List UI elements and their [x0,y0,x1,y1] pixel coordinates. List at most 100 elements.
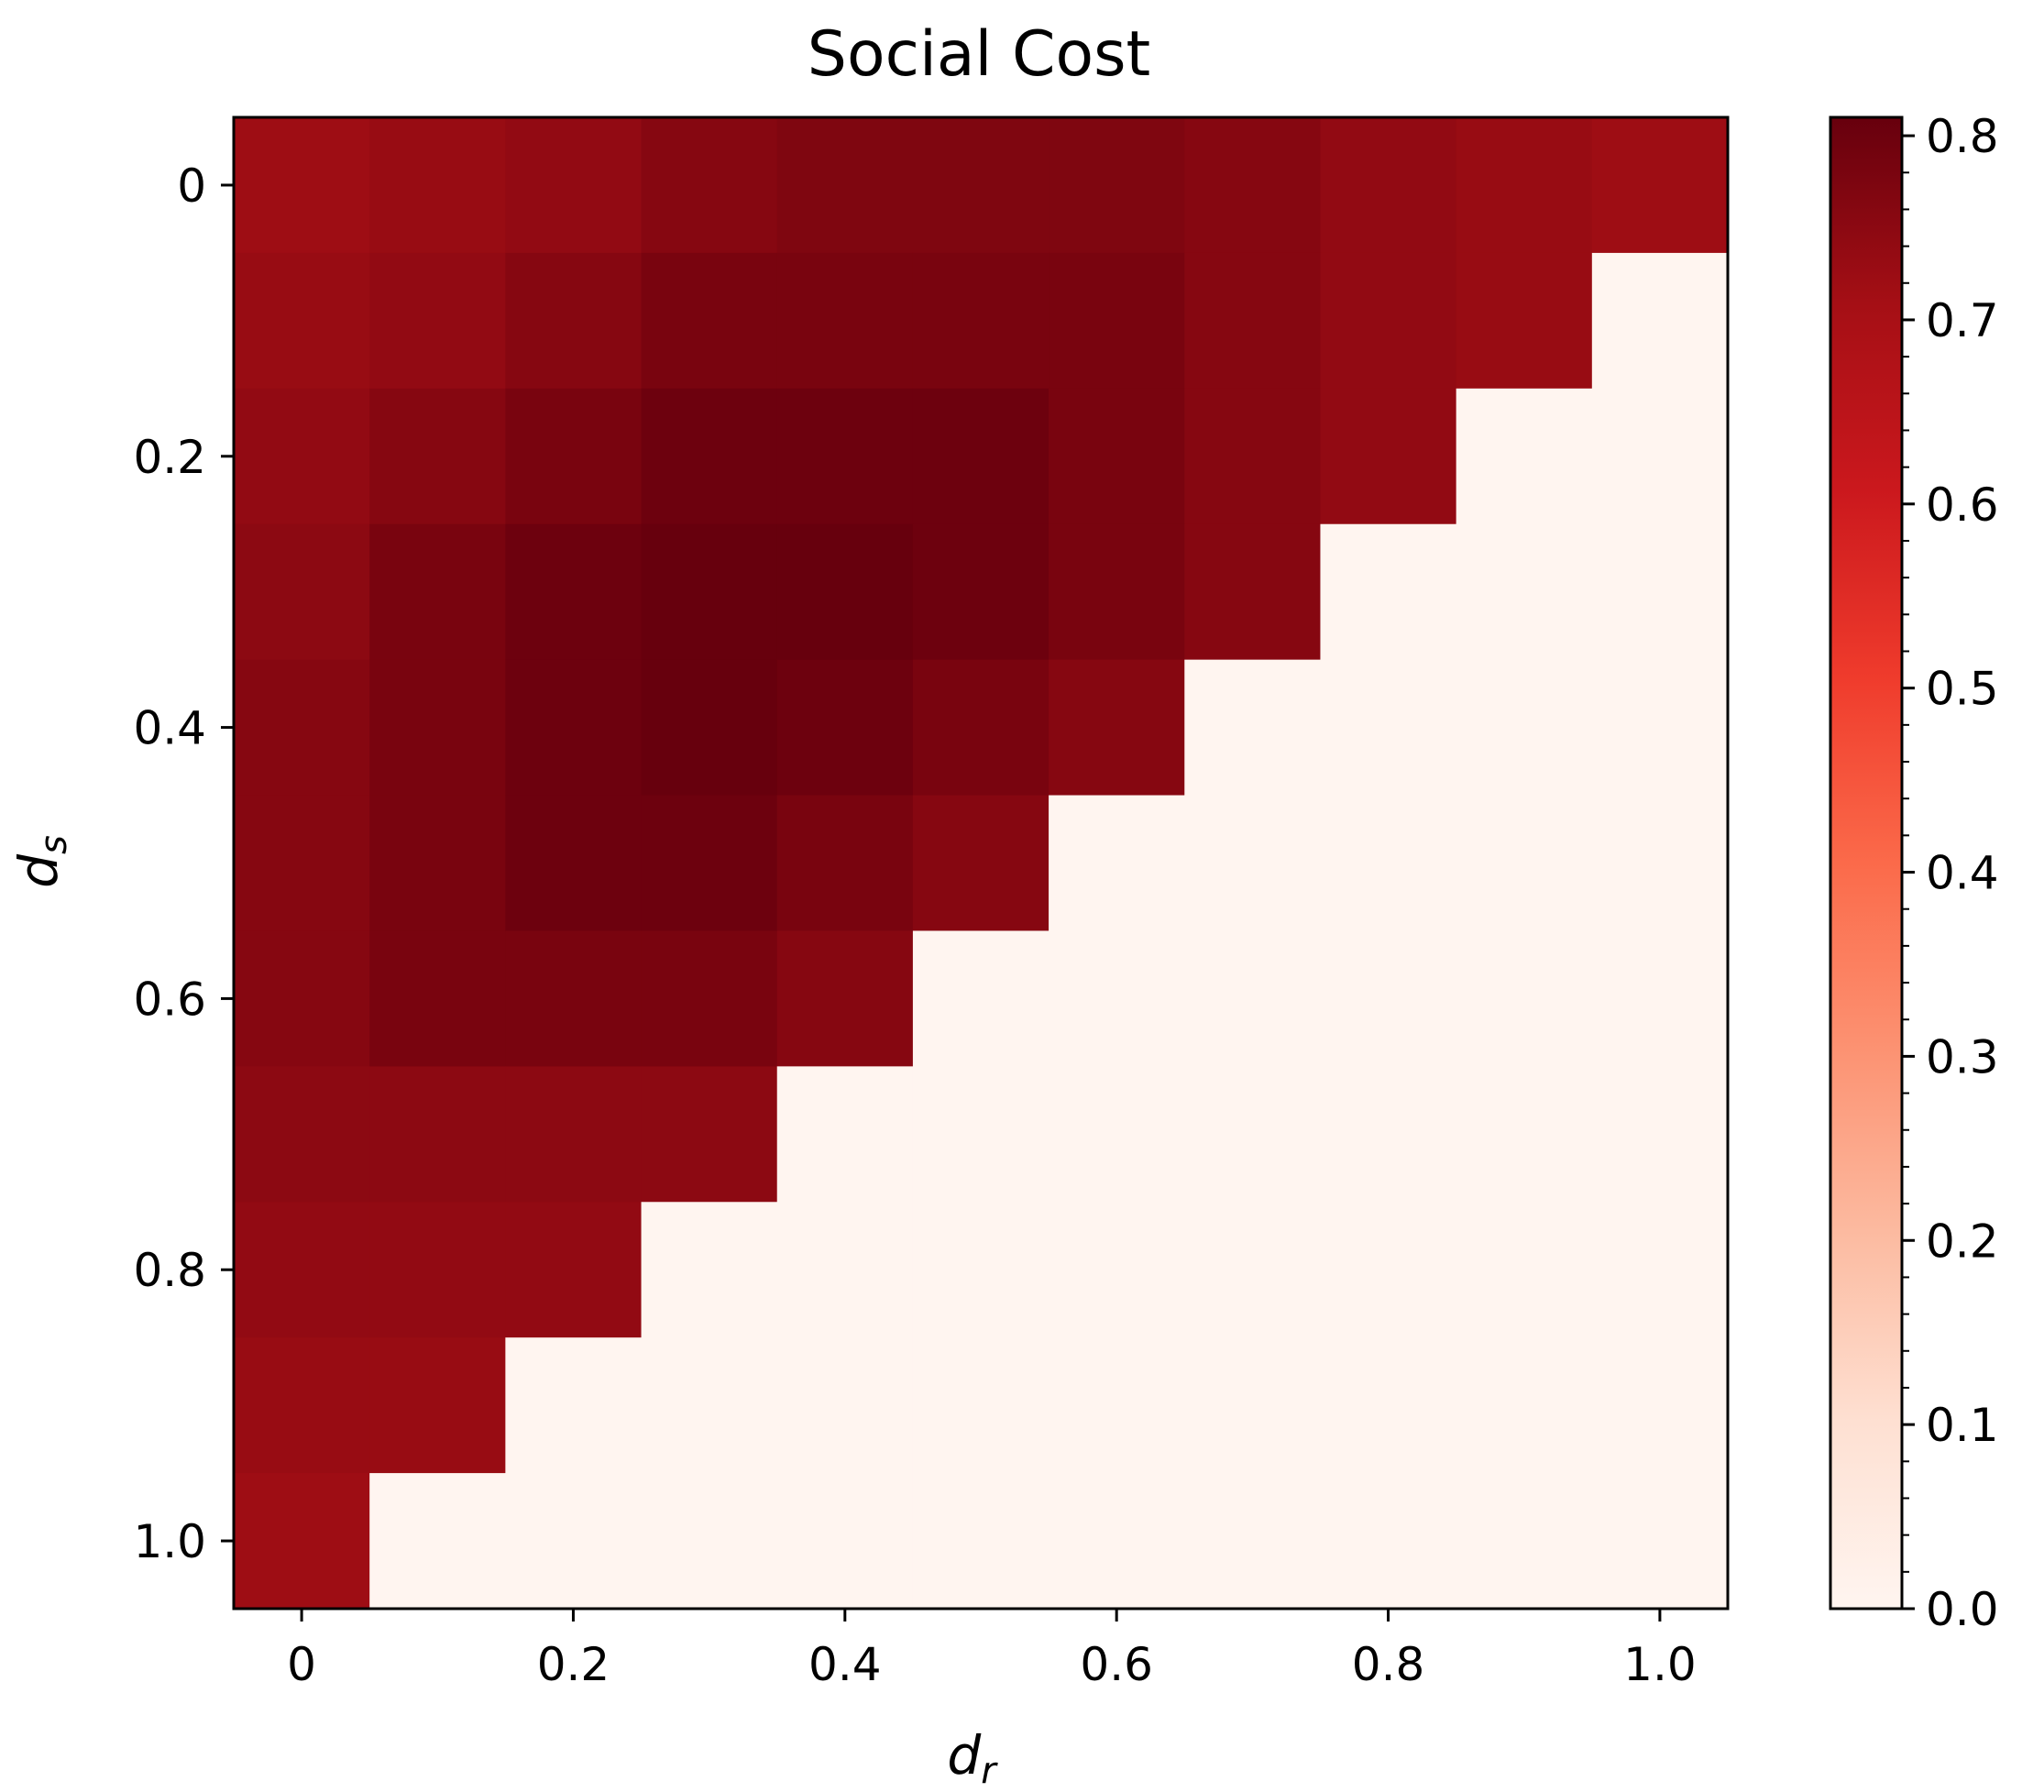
heatmap-cell [1456,1337,1593,1474]
heatmap-cell [505,1337,643,1474]
colorbar-tick-label: 0.6 [1926,478,1999,532]
heatmap-cell [912,1473,1049,1610]
heatmap-cell [1591,659,1729,797]
y-tick-label: 0 [177,159,206,213]
heatmap-cell [641,523,778,661]
heatmap-cell [1320,1066,1457,1203]
y-tick-label: 0.8 [133,1244,206,1297]
heatmap-cell [1456,930,1593,1067]
heatmap-cell [369,523,506,661]
heatmap-cell [505,930,643,1067]
x-axis: 0 0.2 0.4 0.6 0.8 1.0 [287,1609,1697,1691]
heatmap-cell [1591,1066,1729,1203]
heatmap-cell [912,523,1049,661]
heatmap-cell [776,252,914,390]
heatmap-cell [505,388,643,525]
heatmap-cell [1591,523,1729,661]
heatmap-cell [776,1337,914,1474]
heatmap-cell [912,1337,1049,1474]
colorbar-tick-label: 0.1 [1926,1399,1999,1452]
heatmap-cell [505,252,643,390]
heatmap-cell [234,659,370,797]
heatmap-cell [505,523,643,661]
heatmap-cell [1456,523,1593,661]
heatmap-cell [641,1066,778,1203]
heatmap-cell [1591,1202,1729,1338]
x-tick-label: 0.8 [1352,1638,1425,1691]
heatmap-cell [1456,388,1593,525]
heatmap-cell [1049,659,1185,797]
heatmap-cell [1320,1337,1457,1474]
heatmap-cell [1184,523,1322,661]
heatmap-cell [641,1473,778,1610]
heatmap-cell [912,252,1049,390]
heatmap-cell [912,1066,1049,1203]
heatmap-cell [1320,388,1457,525]
heatmap-cell [912,659,1049,797]
heatmap-cell [776,930,914,1067]
heatmap-cell [776,1473,914,1610]
heatmap-cell [369,252,506,390]
heatmap-cell [1456,1066,1593,1203]
heatmap-cell [1049,1202,1185,1338]
heatmap-cell [234,388,370,525]
heatmap-cell [1591,930,1729,1067]
heatmap-cell [234,252,370,390]
heatmap-cell [1591,1473,1729,1610]
heatmap-cell [1184,252,1322,390]
heatmap-cell [234,930,370,1067]
colorbar-tick-label: 0.2 [1926,1215,1999,1268]
y-axis-label-sub: s [33,835,75,854]
colorbar [1829,115,1904,1611]
y-tick-label: 0.2 [133,431,206,484]
heatmap-cell [912,388,1049,525]
heatmap-cell [1320,523,1457,661]
heatmap-cell [234,1066,370,1203]
x-axis-label: dr [947,1724,998,1792]
heatmap-cell [641,795,778,932]
heatmap-cell [369,1337,506,1474]
colorbar-tick-label: 0.8 [1926,110,1999,163]
heatmap-cell [1456,1473,1593,1610]
heatmap-cell [369,388,506,525]
heatmap-cell [1591,388,1729,525]
x-tick-label: 1.0 [1623,1638,1697,1691]
colorbar-tick-label: 0.0 [1926,1583,1999,1636]
heatmap-cell [1049,117,1185,254]
y-tick-label: 0.6 [133,973,206,1026]
heatmap-cell [776,1202,914,1338]
heatmap-cell [1320,795,1457,932]
heatmap-cell [1049,1473,1185,1610]
heatmap-cell [369,1202,506,1338]
heatmap-cell [1184,1066,1322,1203]
heatmap-cell [776,795,914,932]
y-axis-label-main: d [7,853,70,888]
y-axis: 0 0.2 0.4 0.6 0.8 1.0 [133,159,234,1568]
heatmap-cell [912,930,1049,1067]
heatmap-cell [1184,795,1322,932]
x-axis-label-sub: r [981,1750,998,1792]
heatmap-cell [1320,252,1457,390]
heatmap-cell [641,1202,778,1338]
heatmap-cell [1456,252,1593,390]
x-tick-label: 0.2 [537,1638,610,1691]
heatmap-cell [369,117,506,254]
heatmap-cell [369,1066,506,1203]
heatmap-cell [234,1337,370,1474]
heatmap-cell [369,659,506,797]
heatmap-cell [641,117,778,254]
colorbar-axis: 0.0 0.1 0.2 0.3 0.4 0.5 0.6 0.7 0.8 [1902,110,1999,1636]
heatmap-cell [1456,795,1593,932]
colorbar-tick-label: 0.4 [1926,847,1999,900]
heatmap-cell [1456,659,1593,797]
heatmap-cell [1184,1473,1322,1610]
heatmap-cell [1591,795,1729,932]
heatmap-cell [1184,659,1322,797]
heatmap-cell [1320,659,1457,797]
heatmap-cell [1320,117,1457,254]
heatmap-cell [776,1066,914,1203]
heatmap-cell [369,930,506,1067]
colorbar-tick-label: 0.5 [1926,663,1999,716]
y-axis-label: ds [7,835,75,888]
heatmap-cell [1320,1202,1457,1338]
